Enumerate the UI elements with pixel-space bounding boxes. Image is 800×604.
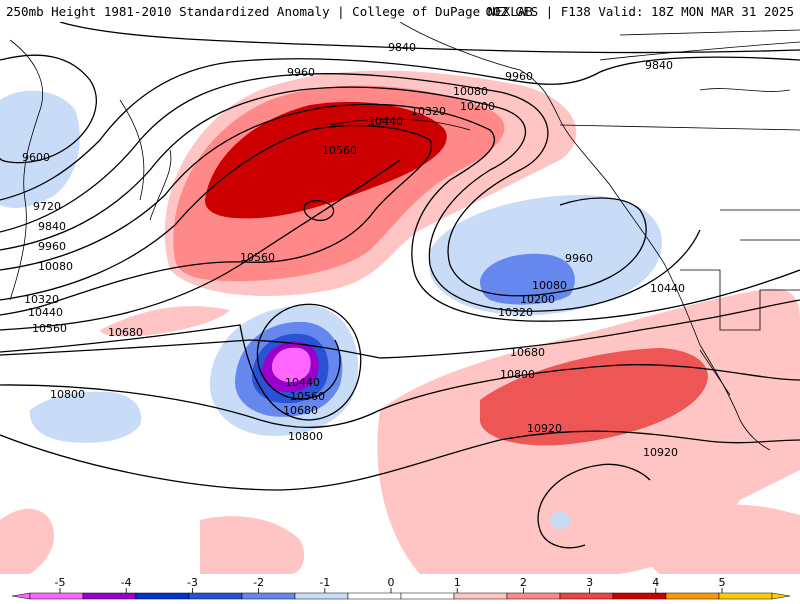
colorbar-label: -5 [55, 576, 66, 589]
colorbar-end-right [771, 592, 791, 600]
contour-label: 10560 [32, 322, 67, 335]
contour-label: 10080 [38, 260, 73, 273]
run-info: 00Z GFS | F138 Valid: 18Z MON MAR 31 202… [485, 4, 794, 19]
colorbar-label: -3 [187, 576, 198, 589]
contour-label: 10920 [527, 422, 562, 435]
contour-label: 9960 [287, 66, 315, 79]
colorbar-segment [241, 592, 296, 600]
contour-label: 10560 [290, 390, 325, 403]
colorbar-label: 3 [586, 576, 593, 589]
colorbar-label: 2 [520, 576, 527, 589]
anomaly-map: 9840 9960 9840 10080 9960 10200 10320 10… [0, 22, 800, 574]
contour-label: 9840 [645, 59, 673, 72]
contour-label: 10440 [285, 376, 320, 389]
colorbar-end-left [11, 592, 31, 600]
colorbar-svg: -5 -4 -3 -2 -1 0 1 2 3 4 5 [11, 576, 791, 600]
contour-label: 10440 [650, 282, 685, 295]
height-contours [0, 22, 800, 549]
colorbar-label: 1 [454, 576, 461, 589]
colorbar-label: 5 [719, 576, 726, 589]
contour-label: 10080 [453, 85, 488, 98]
contour-label: 9960 [505, 70, 533, 83]
colorbar-segment [612, 592, 667, 600]
contour-label: 10200 [520, 293, 555, 306]
contour-label: 10560 [322, 144, 357, 157]
contour-label: 10680 [283, 404, 318, 417]
contour-label: 10800 [50, 388, 85, 401]
colorbar-segment [29, 592, 84, 600]
contour-label: 10920 [643, 446, 678, 459]
contour-label: 10320 [411, 105, 446, 118]
contour-label: 10440 [368, 115, 403, 128]
contour-label: 10320 [24, 293, 59, 306]
contour-label: 9840 [38, 220, 66, 233]
colorbar-segment [188, 592, 243, 600]
colorbar-label: -1 [319, 576, 330, 589]
contour-label: 9840 [388, 41, 416, 54]
colorbar-segment [347, 592, 402, 600]
contour-label: 10680 [510, 346, 545, 359]
contour-label: 9960 [38, 240, 66, 253]
colorbar-segment [506, 592, 561, 600]
contour-labels: 9840 9960 9840 10080 9960 10200 10320 10… [22, 41, 685, 459]
colorbar-segment [400, 592, 455, 600]
contour-label: 10800 [288, 430, 323, 443]
contour-label: 10320 [498, 306, 533, 319]
negative-anomaly-shading [0, 90, 662, 530]
contour-label: 9600 [22, 151, 50, 164]
colorbar-segment [453, 592, 508, 600]
colorbar-segment [135, 592, 190, 600]
map-title: 250mb Height 1981-2010 Standardized Anom… [6, 4, 533, 19]
coastlines [9, 22, 800, 451]
colorbar-label: -2 [253, 576, 264, 589]
colorbar-segment [294, 592, 349, 600]
contour-label: 10560 [240, 251, 275, 264]
colorbar-segment [82, 592, 137, 600]
colorbar-segment [665, 592, 720, 600]
colorbar-label: -4 [121, 576, 132, 589]
contour-label: 10680 [108, 326, 143, 339]
contour-label: 9720 [33, 200, 61, 213]
anomaly-colorbar: -5 -4 -3 -2 -1 0 1 2 3 4 5 [0, 574, 800, 600]
colorbar-segments [11, 592, 791, 600]
contour-label: 10440 [28, 306, 63, 319]
map-header: 250mb Height 1981-2010 Standardized Anom… [0, 0, 800, 22]
contour-label: 10800 [500, 368, 535, 381]
colorbar-labels: -5 -4 -3 -2 -1 0 1 2 3 4 5 [55, 576, 726, 593]
positive-anomaly-shading [0, 70, 800, 574]
contour-label: 10200 [460, 100, 495, 113]
colorbar-label: 4 [652, 576, 659, 589]
contour-label: 10080 [532, 279, 567, 292]
contour-label: 9960 [565, 252, 593, 265]
colorbar-segment [559, 592, 614, 600]
colorbar-segment [718, 592, 773, 600]
colorbar-label: 0 [388, 576, 395, 589]
